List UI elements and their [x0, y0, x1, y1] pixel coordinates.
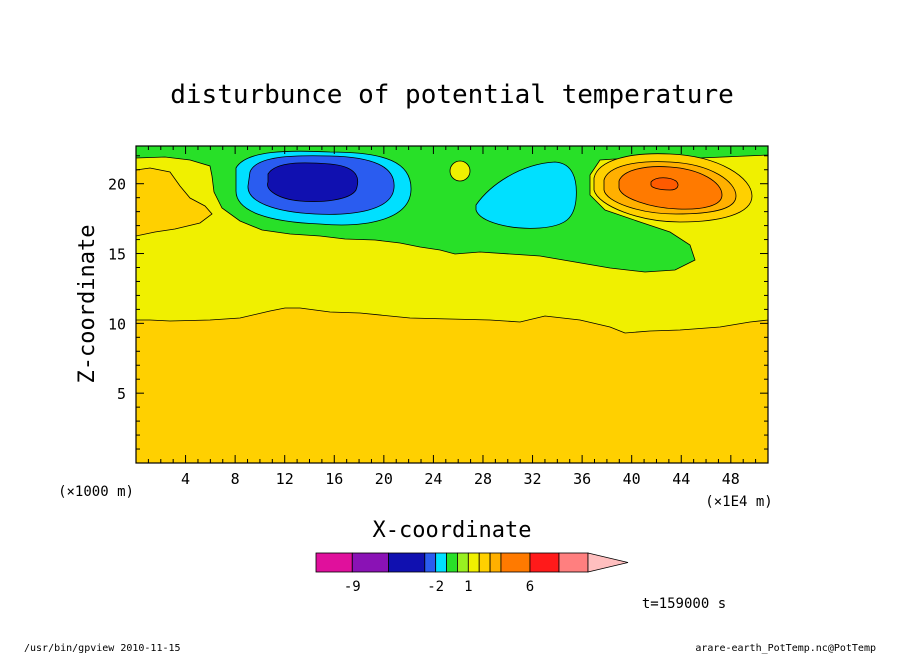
x-tick-label: 20: [375, 470, 393, 488]
x-tick-label: 24: [424, 470, 442, 488]
colorbar-triangle: [587, 552, 629, 573]
y-axis-label: Z-coordinate: [75, 225, 100, 384]
plot-area: [136, 146, 768, 463]
x-tick-label: 4: [181, 470, 190, 488]
colorbar-segment: [388, 552, 426, 573]
x-unit-left: (×1000 m): [58, 484, 134, 500]
y-tick-label: 5: [117, 385, 126, 403]
chart-title: disturbunce of potential temperature: [170, 80, 734, 110]
y-axis: 5 10 15 20: [108, 155, 768, 450]
plot-frame: [135, 145, 769, 464]
x-axis-label: X-coordinate: [373, 518, 532, 543]
region-cold-core-inner: [267, 162, 358, 202]
x-tick-label: 44: [672, 470, 690, 488]
x-tick-label: 16: [325, 470, 343, 488]
x-tick-label: 8: [231, 470, 240, 488]
y-tick-label: 10: [108, 315, 126, 333]
colorbar-segment: [489, 552, 502, 573]
region-cyan-cell: [475, 161, 577, 229]
x-axis: 4 8 12 16 20 24 28 32 36 40 44 48: [147, 146, 757, 488]
footer-right: arare-earth_PotTemp.nc@PotTemp: [695, 643, 876, 654]
y-tick-label: 20: [108, 176, 126, 194]
x-tick-label: 48: [722, 470, 740, 488]
x-tick-label: 36: [573, 470, 591, 488]
colorbar-segment: [467, 552, 480, 573]
colorbar: [315, 552, 629, 573]
region-small-cell: [449, 160, 471, 182]
colorbar-segment: [351, 552, 389, 573]
colorbar-segment: [529, 552, 560, 573]
colorbar-segment: [500, 552, 531, 573]
region-warm-left: [136, 167, 213, 237]
time-label: t=159000 s: [642, 596, 726, 612]
colorbar-segment: [446, 552, 458, 573]
colorbar-labels: -9 -2 1 6: [344, 579, 534, 595]
region-warm-core-inner: [650, 177, 679, 191]
x-tick-label: 40: [623, 470, 641, 488]
colorbar-segment: [435, 552, 447, 573]
colorbar-segment: [478, 552, 491, 573]
colorbar-label: -2: [427, 579, 444, 595]
colorbar-label: 6: [526, 579, 534, 595]
colorbar-label: 1: [464, 579, 472, 595]
x-tick-label: 28: [474, 470, 492, 488]
colorbar-segment: [424, 552, 437, 573]
colorbar-segment: [558, 552, 589, 573]
footer-left: /usr/bin/gpview 2010-11-15: [24, 643, 181, 654]
x-tick-label: 12: [276, 470, 294, 488]
colorbar-segment: [315, 552, 353, 573]
x-unit-right: (×1E4 m): [705, 494, 772, 510]
x-tick-label: 32: [524, 470, 542, 488]
colorbar-label: -9: [344, 579, 361, 595]
y-tick-label: 15: [108, 246, 126, 264]
colorbar-segment: [457, 552, 469, 573]
